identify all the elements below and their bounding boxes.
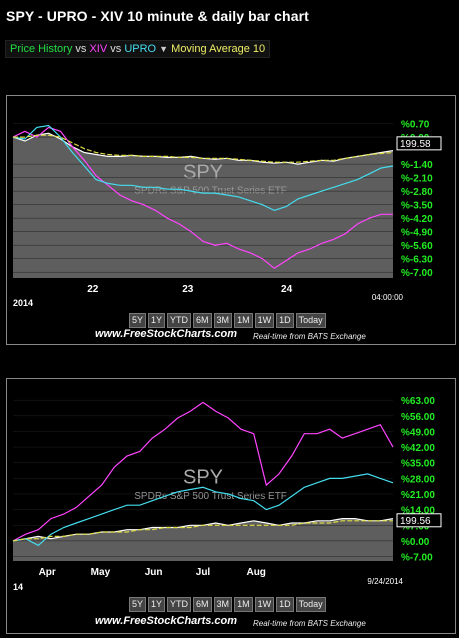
legend-upro[interactable]: UPRO [124,43,157,55]
ma-series-line [12,520,393,542]
legend-xiv[interactable]: XIV [89,43,108,55]
watermark-description: SPDRs S&P 500 Trust Series ETF [134,185,287,196]
y-tick-label: %-7.00 [401,268,433,279]
y-tick-label: %-4.20 [401,214,433,225]
site-link[interactable]: www.FreeStockCharts.com [95,328,238,340]
timeframe-1w-button[interactable]: 1W [254,597,275,612]
y-tick-label: %0.70 [401,120,430,131]
timeframe-today-button[interactable]: Today [295,313,326,328]
site-link[interactable]: www.FreeStockCharts.com [95,615,238,627]
timeframe-1w-button[interactable]: 1W [254,313,275,328]
xiv-series-line [12,401,394,542]
timeframe-1d-button[interactable]: 1D [276,597,294,612]
spy-area [13,518,393,561]
timeframe-buttons: 5Y 1Y YTD 6M 3M 1M 1W 1D Today [129,597,326,612]
timeframe-5y-button[interactable]: 5Y [129,597,147,612]
watermark-symbol: SPY [183,161,223,183]
y-tick-label: %-5.60 [401,241,433,252]
timeframe-6m-button[interactable]: 6M [193,597,212,612]
timeframe-ytd-button[interactable]: YTD [167,597,192,612]
last-price-label: 199.58 [400,139,431,150]
upro-series-line [12,124,394,212]
last-price-label: 199.56 [400,516,431,527]
triangle-down-icon[interactable]: ▼ [159,44,169,54]
timeframe-1y-button[interactable]: 1Y [148,313,166,328]
y-tick-label: %0.00 [401,537,430,548]
x-right-label: 9/24/2014 [367,577,403,586]
x-left-label: 14 [13,582,23,592]
y-tick-label: %49.00 [401,427,435,438]
legend-vs: vs [75,43,87,55]
timeframe-1m-button[interactable]: 1M [234,313,253,328]
timeframe-1m-button[interactable]: 1M [234,597,253,612]
y-tick-label: %-1.40 [401,160,433,171]
last-price-box [396,136,442,151]
x-left-label: 2014 [13,298,33,308]
realtime-note: Real-time from BATS Exchange [253,619,366,628]
x-tick-label: 22 [87,284,99,295]
upro-series-line [12,473,394,547]
daily-chart-panel: SPY SPDRs S&P 500 Trust Series ETF %63.00%… [6,378,456,634]
timeframe-ytd-button[interactable]: YTD [167,313,192,328]
x-tick-label: Jun [145,567,163,578]
timeframe-3m-button[interactable]: 3M [213,313,233,328]
timeframe-5y-button[interactable]: 5Y [129,313,147,328]
timeframe-6m-button[interactable]: 6M [193,313,212,328]
timeframe-buttons: 5Y 1Y YTD 6M 3M 1M 1W 1D Today [129,313,326,328]
y-tick-label: %56.00 [401,412,435,423]
series-legend: Price History vs XIV vs UPRO ▼ Moving Av… [5,40,271,58]
y-tick-label: %-7.00 [401,553,433,564]
page-title: SPY - UPRO - XIV 10 minute & daily bar c… [6,8,309,24]
last-price-box [396,513,442,528]
y-tick-label: %28.00 [401,474,435,485]
xiv-series-line [12,126,393,270]
timeframe-1y-button[interactable]: 1Y [148,597,166,612]
ma-series-line [13,134,394,163]
y-tick-label: %-2.80 [401,187,433,198]
legend-moving-average[interactable]: Moving Average 10 [171,43,266,55]
realtime-note: Real-time from BATS Exchange [253,332,366,341]
x-tick-label: Apr [39,567,56,578]
y-tick-label: %-2.10 [401,174,433,185]
y-tick-label: %-4.90 [401,228,433,239]
watermark-description: SPDRs S&P 500 Trust Series ETF [134,491,287,502]
daily-chart[interactable]: SPY SPDRs S&P 500 Trust Series ETF %63.00%… [7,379,455,633]
timeframe-today-button[interactable]: Today [295,597,326,612]
y-tick-label: %63.00 [401,396,435,407]
y-tick-label: %42.00 [401,443,435,454]
timeframe-3m-button[interactable]: 3M [213,597,233,612]
x-tick-label: Aug [246,567,265,578]
legend-price-history[interactable]: Price History [10,43,73,55]
y-tick-label: %21.00 [401,490,435,501]
x-tick-label: 24 [281,284,293,295]
x-tick-label: Jul [196,567,211,578]
y-tick-label: %-6.30 [401,255,433,266]
watermark-symbol: SPY [183,467,223,489]
x-right-label: 04:00:00 [372,293,404,302]
x-tick-label: 23 [182,284,194,295]
y-tick-label: %-3.50 [401,201,433,212]
x-tick-label: May [91,567,111,578]
legend-vs: vs [110,43,122,55]
spy-area [13,133,393,278]
y-tick-label: %14.00 [401,506,435,517]
timeframe-1d-button[interactable]: 1D [276,313,294,328]
y-tick-label: %35.00 [401,459,435,470]
